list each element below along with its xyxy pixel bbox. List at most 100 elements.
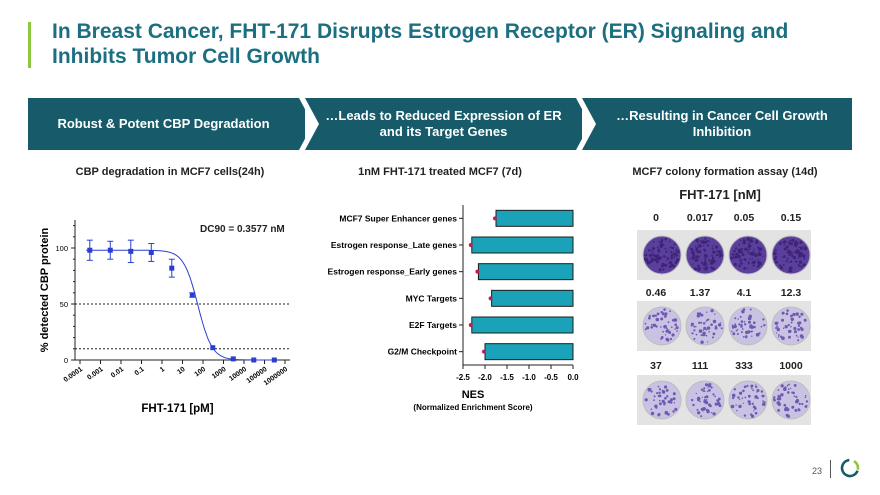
- colony-dot: [672, 392, 676, 396]
- colony-dot: [753, 321, 756, 324]
- colony-dot: [731, 324, 734, 326]
- colony-dot: [710, 386, 713, 389]
- colony-dot: [651, 247, 655, 250]
- colony-dot: [800, 335, 804, 339]
- concentration-label: 4.1: [736, 287, 752, 299]
- colony-dot: [669, 337, 673, 341]
- colony-dot: [690, 248, 694, 251]
- colony-dot: [664, 247, 667, 250]
- colony-dot: [698, 321, 701, 324]
- colony-dot: [757, 252, 762, 256]
- colony-dot: [703, 401, 706, 404]
- colony-dot: [790, 243, 794, 246]
- title-accent-bar: [28, 22, 31, 68]
- colony-dot: [755, 240, 759, 244]
- colony-dot: [803, 258, 806, 260]
- banner-3: …Resulting in Cancer Cell Growth Inhibit…: [582, 98, 852, 150]
- colony-dot: [750, 413, 753, 416]
- x-tick-label: 1: [159, 366, 166, 374]
- colony-dot: [651, 251, 654, 253]
- colony-dot: [777, 397, 781, 401]
- nes-bar: [477, 263, 574, 281]
- colony-dot: [693, 267, 697, 271]
- page-separator: [830, 460, 831, 478]
- colony-dot: [783, 247, 787, 251]
- colony-dot: [758, 262, 762, 266]
- colony-dot: [691, 332, 694, 335]
- colony-dot: [712, 319, 717, 324]
- colony-dot: [671, 333, 675, 337]
- colony-dot: [739, 315, 742, 318]
- colony-dot: [646, 261, 650, 265]
- colony-dot: [751, 237, 753, 240]
- colony-dot: [773, 251, 777, 256]
- colony-dot: [700, 388, 703, 391]
- colony-dot: [741, 310, 744, 313]
- colony-dot: [803, 247, 808, 251]
- concentration-label: 12.3: [780, 287, 802, 299]
- colony-dot: [705, 321, 707, 323]
- nes-marker: [468, 323, 473, 327]
- colony-dot: [720, 327, 723, 330]
- colony-dot: [739, 250, 743, 254]
- colony-dot: [762, 403, 765, 406]
- colony-dot: [666, 337, 668, 340]
- colony-dot: [783, 255, 786, 258]
- colony-dot: [648, 249, 651, 252]
- colony-dot: [787, 388, 790, 390]
- x-tick-label: 0.1: [134, 366, 146, 377]
- colony-dot: [794, 244, 798, 248]
- colony-dot: [672, 397, 676, 401]
- colony-dot: [737, 396, 740, 399]
- colony-dot: [748, 314, 752, 318]
- colony-dot: [674, 323, 677, 326]
- nes-bar: [491, 289, 574, 307]
- x-tick-label: -2.0: [478, 373, 492, 382]
- colony-dot: [659, 399, 661, 402]
- colony-dot: [738, 323, 741, 326]
- colony-dot: [714, 326, 718, 330]
- colony-dot: [780, 393, 784, 397]
- category-label: G2/M Checkpoint: [388, 347, 458, 357]
- banner-3-label: …Resulting in Cancer Cell Growth Inhibit…: [616, 108, 828, 139]
- data-point: [107, 247, 113, 253]
- colony-dot: [649, 253, 653, 257]
- panel2-subtitle: 1nM FHT-171 treated MCF7 (7d): [358, 166, 522, 178]
- colony-dot: [744, 323, 747, 326]
- colony-dot: [695, 392, 697, 395]
- colony-dot: [697, 411, 701, 415]
- colony-dot: [668, 331, 672, 334]
- colony-dot: [798, 260, 803, 264]
- colony-dot: [749, 258, 751, 260]
- colony-dot: [712, 250, 716, 254]
- colony-dot: [719, 250, 722, 253]
- colony-dot: [661, 390, 666, 394]
- colony-dot: [693, 325, 696, 328]
- colony-dot: [800, 312, 804, 316]
- colony-well: [771, 380, 811, 420]
- colony-dot: [662, 312, 665, 314]
- colony-dot: [732, 332, 736, 336]
- x-tick-label: -1.5: [500, 373, 514, 382]
- colony-dot: [763, 324, 766, 327]
- colony-well: [685, 235, 725, 275]
- colony-dot: [708, 383, 712, 386]
- colony-dot: [753, 407, 757, 410]
- colony-dot: [789, 239, 792, 242]
- well-base: [642, 380, 682, 420]
- colony-dot: [689, 247, 691, 249]
- colony-dot: [755, 385, 758, 388]
- colony-dot: [799, 246, 803, 250]
- colony-dot: [753, 325, 756, 329]
- colony-dot: [797, 336, 799, 338]
- colony-dot: [750, 325, 754, 329]
- colony-dot: [669, 310, 671, 313]
- colony-dot: [675, 261, 678, 264]
- colony-dot: [735, 404, 737, 406]
- concentration-label: 37: [650, 360, 662, 372]
- colony-dot: [706, 311, 708, 313]
- colony-dot: [692, 253, 695, 257]
- colony-dot: [739, 391, 743, 395]
- colony-dot: [804, 246, 807, 248]
- y-tick-label: 0: [64, 356, 68, 365]
